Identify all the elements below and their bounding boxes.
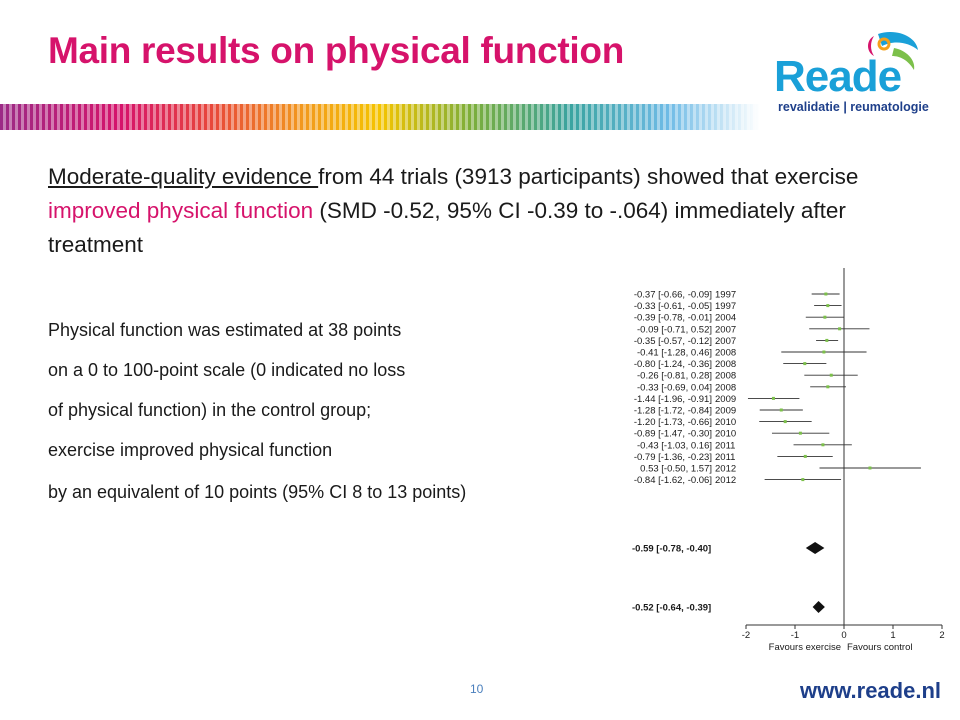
study-year-label: 2008 [715,382,736,393]
slide-title: Main results on physical function [48,30,625,71]
logo-wordmark: Reade [774,52,902,101]
study-estimate-label: -1.44 [-1.96, -0.91] [634,394,712,405]
x-tick-label: -1 [791,630,799,641]
detail-line: of physical function) in the control gro… [48,400,372,420]
overall-diamond [812,601,825,613]
study-estimate-label: -0.37 [-0.66, -0.09] [634,290,712,301]
x-label-right: Favours control [847,642,912,653]
study-year-label: 2010 [715,417,736,428]
study-point [821,443,825,447]
study-point [826,304,830,308]
study-year-label: 2008 [715,371,736,382]
study-point [803,454,807,458]
study-estimate-label: -0.09 [-0.71, 0.52] [637,324,712,335]
study-year-label: 2008 [715,359,736,370]
study-estimate-label: -1.28 [-1.72, -0.84] [634,406,712,417]
detail-line: Physical function was estimated at 38 po… [48,320,402,340]
study-estimate-label: -0.80 [-1.24, -0.36] [634,359,712,370]
study-estimate-label: -0.35 [-0.57, -0.12] [634,336,712,347]
logo-mark-icon [868,31,918,70]
study-estimate-label: -0.43 [-1.03, 0.16] [637,440,712,451]
study-point [801,478,805,482]
study-year-label: 2011 [715,452,735,463]
study-point [825,338,829,342]
study-year-label: 2008 [715,348,736,359]
subtotal-label: -0.59 [-0.78, -0.40] [632,544,711,555]
reade-logo: Reade revalidatie | reumatologie [770,30,940,114]
website-url: www.reade.nl [800,678,942,703]
study-point [868,466,872,470]
study-year-label: 2007 [715,324,736,335]
x-tick-label: 1 [890,630,895,641]
study-point [803,362,807,366]
x-tick-label: 0 [841,630,846,641]
study-point [771,396,775,400]
study-year-label: 2012 [715,475,736,486]
study-estimate-label: -0.26 [-0.81, 0.28] [637,371,712,382]
study-point [826,385,830,389]
study-year-label: 2004 [715,313,736,324]
study-point [779,408,783,412]
study-estimate-label: -0.89 [-1.47, -0.30] [634,429,712,440]
study-point [798,431,802,435]
main-paragraph: Moderate-quality evidence from 44 trials… [48,160,918,262]
study-year-label: 2007 [715,336,736,347]
study-point [822,350,826,354]
detail-line: exercise improved physical function [48,440,333,460]
logo-subtitle: revalidatie | reumatologie [778,100,929,114]
study-estimate-label: -0.41 [-1.28, 0.46] [637,348,712,359]
page-number: 10 [470,682,484,696]
paragraph-text-1: from 44 trials (3913 participants) showe… [318,164,859,189]
study-point [829,373,833,377]
study-estimate-label: -0.39 [-0.78, -0.01] [634,313,712,324]
study-year-label: 2012 [715,464,736,475]
x-label-left: Favours exercise [769,642,841,653]
study-estimate-label: -1.20 [-1.73, -0.66] [634,417,712,428]
study-estimate-label: 0.53 [-0.50, 1.57] [640,464,712,475]
study-point [823,315,827,319]
study-estimate-label: -0.84 [-1.62, -0.06] [634,475,712,486]
x-tick-label: -2 [742,630,750,641]
decorative-color-stripe [0,104,760,130]
study-year-label: 1997 [715,290,736,301]
study-point [838,327,842,331]
paragraph-text-2: (SMD -0.52, 95% CI -0.39 to -.064) immed… [48,198,846,257]
study-point [783,420,787,424]
forest-plot: -0.37 [-0.66, -0.09] 1997-0.33 [-0.61, -0… [632,268,945,653]
study-year-label: 1997 [715,301,736,312]
highlighted-outcome: improved physical function [48,198,314,223]
study-point [824,292,828,296]
evidence-quality-phrase: Moderate-quality evidence [48,164,319,189]
study-year-label: 2011 [715,440,735,451]
study-estimate-label: -0.33 [-0.61, -0.05] [634,301,712,312]
study-year-label: 2010 [715,429,736,440]
study-estimate-label: -0.33 [-0.69, 0.04] [637,382,712,393]
overall-label: -0.52 [-0.64, -0.39] [632,603,711,614]
detail-line: on a 0 to 100-point scale (0 indicated n… [48,360,406,380]
subtotal-diamond [805,542,825,554]
detail-line: by an equivalent of 10 points (95% CI 8 … [48,482,467,502]
x-tick-label: 2 [939,630,944,641]
study-estimate-label: -0.79 [-1.36, -0.23] [634,452,712,463]
study-year-label: 2009 [715,394,736,405]
study-year-label: 2009 [715,406,736,417]
